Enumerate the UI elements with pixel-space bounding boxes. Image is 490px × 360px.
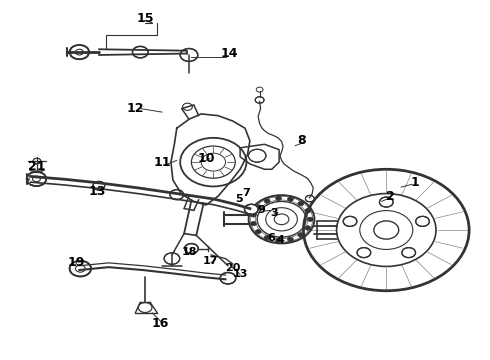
Text: 14: 14: [220, 48, 238, 60]
Circle shape: [264, 199, 270, 203]
Text: 17: 17: [203, 256, 219, 266]
Text: 10: 10: [197, 152, 215, 165]
Text: 13: 13: [232, 269, 248, 279]
Circle shape: [180, 49, 198, 62]
Circle shape: [70, 45, 89, 59]
Text: 4: 4: [276, 235, 284, 245]
Text: 8: 8: [298, 134, 306, 147]
Text: 3: 3: [270, 208, 278, 218]
Circle shape: [275, 238, 281, 242]
Text: 20: 20: [225, 262, 241, 273]
Circle shape: [183, 103, 193, 111]
Text: 15: 15: [136, 12, 154, 25]
Circle shape: [305, 195, 314, 202]
Circle shape: [132, 46, 148, 58]
Circle shape: [248, 149, 266, 162]
Circle shape: [255, 97, 264, 103]
Circle shape: [255, 205, 261, 209]
Circle shape: [288, 197, 294, 201]
Circle shape: [305, 226, 311, 230]
Circle shape: [245, 204, 258, 214]
Circle shape: [70, 261, 91, 276]
Circle shape: [357, 248, 371, 258]
Circle shape: [298, 202, 304, 206]
Text: 1: 1: [410, 176, 419, 189]
Text: 12: 12: [126, 102, 144, 115]
Circle shape: [33, 158, 41, 164]
Circle shape: [288, 237, 294, 242]
Circle shape: [185, 244, 198, 253]
Circle shape: [416, 216, 429, 226]
Circle shape: [255, 230, 261, 234]
Circle shape: [170, 190, 184, 200]
Circle shape: [379, 197, 393, 207]
Circle shape: [27, 172, 46, 186]
Text: 11: 11: [153, 156, 171, 169]
Text: 5: 5: [235, 194, 243, 204]
Circle shape: [250, 221, 256, 226]
Text: 7: 7: [242, 188, 250, 198]
Text: 18: 18: [181, 247, 196, 257]
Circle shape: [343, 216, 357, 226]
Circle shape: [305, 208, 311, 213]
Circle shape: [402, 248, 416, 258]
Text: 16: 16: [152, 317, 170, 330]
Text: 2: 2: [386, 190, 394, 203]
Circle shape: [93, 181, 105, 190]
Circle shape: [164, 253, 180, 264]
Circle shape: [264, 235, 270, 240]
Circle shape: [307, 217, 313, 221]
Text: 21: 21: [28, 160, 45, 173]
Text: 13: 13: [89, 185, 106, 198]
Circle shape: [220, 273, 236, 284]
Circle shape: [250, 213, 256, 217]
Text: 6: 6: [267, 233, 275, 243]
Circle shape: [275, 196, 281, 201]
Text: 9: 9: [257, 205, 265, 215]
Text: 19: 19: [67, 256, 85, 269]
Circle shape: [298, 233, 304, 237]
